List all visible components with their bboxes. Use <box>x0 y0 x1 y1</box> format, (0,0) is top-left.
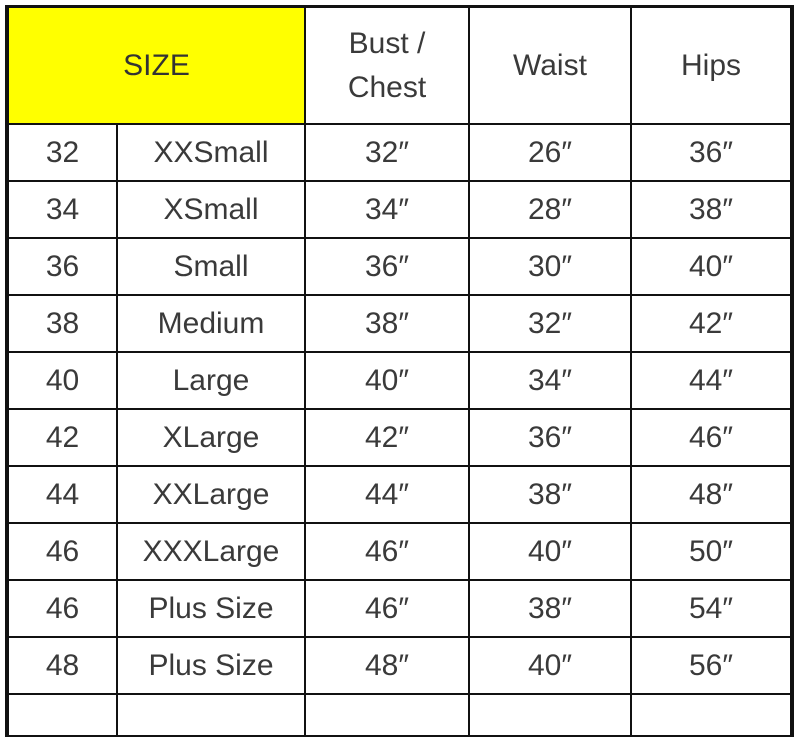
table-row: 46 Plus Size 46″ 38″ 54″ <box>6 579 793 638</box>
empty-cell <box>304 693 470 737</box>
hips-cell: 54″ <box>630 579 793 638</box>
empty-cell <box>630 693 793 737</box>
hips-cell: 56″ <box>630 636 793 695</box>
bust-cell: 36″ <box>304 237 470 296</box>
waist-cell: 40″ <box>468 522 632 581</box>
bust-chest-header: Bust / Chest <box>304 5 470 125</box>
hips-cell: 50″ <box>630 522 793 581</box>
empty-cell <box>6 693 118 737</box>
size-number-cell: 34 <box>6 180 118 239</box>
bust-cell: 40″ <box>304 351 470 410</box>
size-name-cell: Plus Size <box>116 579 306 638</box>
header-row: SIZE Bust / Chest Waist Hips <box>6 5 793 125</box>
waist-cell: 38″ <box>468 579 632 638</box>
waist-cell: 32″ <box>468 294 632 353</box>
table-row: 44 XXLarge 44″ 38″ 48″ <box>6 465 793 524</box>
waist-cell: 28″ <box>468 180 632 239</box>
table-row: 42 XLarge 42″ 36″ 46″ <box>6 408 793 467</box>
bust-cell: 48″ <box>304 636 470 695</box>
size-name-cell: Large <box>116 351 306 410</box>
hips-cell: 38″ <box>630 180 793 239</box>
size-number-cell: 32 <box>6 123 118 182</box>
size-name-cell: XXXLarge <box>116 522 306 581</box>
waist-cell: 30″ <box>468 237 632 296</box>
size-number-cell: 42 <box>6 408 118 467</box>
hips-cell: 46″ <box>630 408 793 467</box>
size-number-cell: 46 <box>6 522 118 581</box>
size-number-cell: 44 <box>6 465 118 524</box>
hips-cell: 40″ <box>630 237 793 296</box>
size-number-cell: 38 <box>6 294 118 353</box>
waist-header: Waist <box>468 5 632 125</box>
bust-cell: 32″ <box>304 123 470 182</box>
bust-label: Bust / <box>348 26 426 60</box>
size-number-cell: 36 <box>6 237 118 296</box>
size-name-cell: Plus Size <box>116 636 306 695</box>
waist-cell: 36″ <box>468 408 632 467</box>
size-number-cell: 40 <box>6 351 118 410</box>
table-row: 48 Plus Size 48″ 40″ 56″ <box>6 636 793 695</box>
waist-cell: 38″ <box>468 465 632 524</box>
waist-cell: 26″ <box>468 123 632 182</box>
table-row-partial <box>6 693 793 737</box>
bust-cell: 46″ <box>304 579 470 638</box>
chest-label: Chest <box>347 70 427 104</box>
table-row: 46 XXXLarge 46″ 40″ 50″ <box>6 522 793 581</box>
size-name-cell: Small <box>116 237 306 296</box>
table-row: 34 XSmall 34″ 28″ 38″ <box>6 180 793 239</box>
size-number-cell: 46 <box>6 579 118 638</box>
bust-cell: 44″ <box>304 465 470 524</box>
size-name-cell: XXSmall <box>116 123 306 182</box>
size-header: SIZE <box>6 5 306 125</box>
empty-cell <box>468 693 632 737</box>
table-row: 36 Small 36″ 30″ 40″ <box>6 237 793 296</box>
bust-cell: 34″ <box>304 180 470 239</box>
hips-cell: 42″ <box>630 294 793 353</box>
empty-cell <box>116 693 306 737</box>
size-number-cell: 48 <box>6 636 118 695</box>
size-name-cell: XSmall <box>116 180 306 239</box>
waist-cell: 34″ <box>468 351 632 410</box>
size-chart-table: SIZE Bust / Chest Waist Hips 32 XXSmall 32″… <box>5 5 794 737</box>
hips-cell: 36″ <box>630 123 793 182</box>
bust-cell: 46″ <box>304 522 470 581</box>
table-row: 40 Large 40″ 34″ 44″ <box>6 351 793 410</box>
hips-header: Hips <box>630 5 793 125</box>
bust-cell: 42″ <box>304 408 470 467</box>
table-row: 32 XXSmall 32″ 26″ 36″ <box>6 123 793 182</box>
size-name-cell: XLarge <box>116 408 306 467</box>
hips-cell: 48″ <box>630 465 793 524</box>
bust-cell: 38″ <box>304 294 470 353</box>
table-row: 38 Medium 38″ 32″ 42″ <box>6 294 793 353</box>
size-name-cell: Medium <box>116 294 306 353</box>
size-name-cell: XXLarge <box>116 465 306 524</box>
hips-cell: 44″ <box>630 351 793 410</box>
waist-cell: 40″ <box>468 636 632 695</box>
